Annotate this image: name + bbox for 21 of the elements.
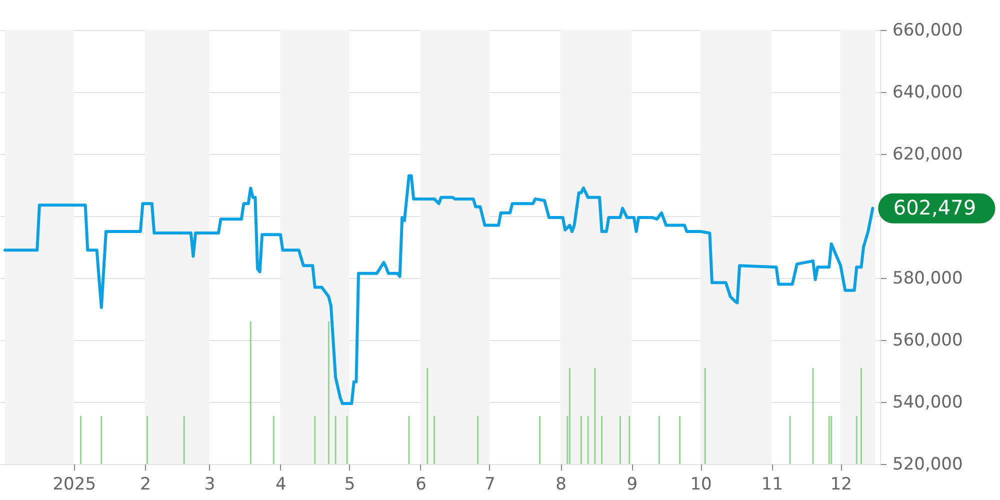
x-tick-label: 11 xyxy=(761,474,784,494)
x-tick-label: 12 xyxy=(830,474,852,494)
y-tick-label: 620,000 xyxy=(892,144,963,164)
x-tick-label: 7 xyxy=(484,474,496,494)
y-tick-label: 580,000 xyxy=(892,268,963,288)
y-tick-label: 660,000 xyxy=(892,20,963,40)
y-tick-label: 560,000 xyxy=(892,330,963,350)
x-tick-label: 2 xyxy=(140,474,151,494)
line-series xyxy=(4,174,874,406)
x-tick-label: 3 xyxy=(204,474,216,494)
x-tick-label: 5 xyxy=(344,474,356,494)
y-tick-label: 540,000 xyxy=(892,392,963,412)
x-tick-label: 10 xyxy=(690,474,712,494)
x-tick-label: 6 xyxy=(416,474,426,494)
annotation: 602,479 xyxy=(893,195,976,220)
y-tick-label: 640,000 xyxy=(892,82,963,102)
x-tick-label: 9 xyxy=(626,474,638,494)
x-tick-label: 2025 xyxy=(52,474,96,494)
x-tick-label: 4 xyxy=(276,474,286,494)
y-tick-label: 520,000 xyxy=(892,454,963,474)
x-tick-label: 8 xyxy=(556,474,566,494)
